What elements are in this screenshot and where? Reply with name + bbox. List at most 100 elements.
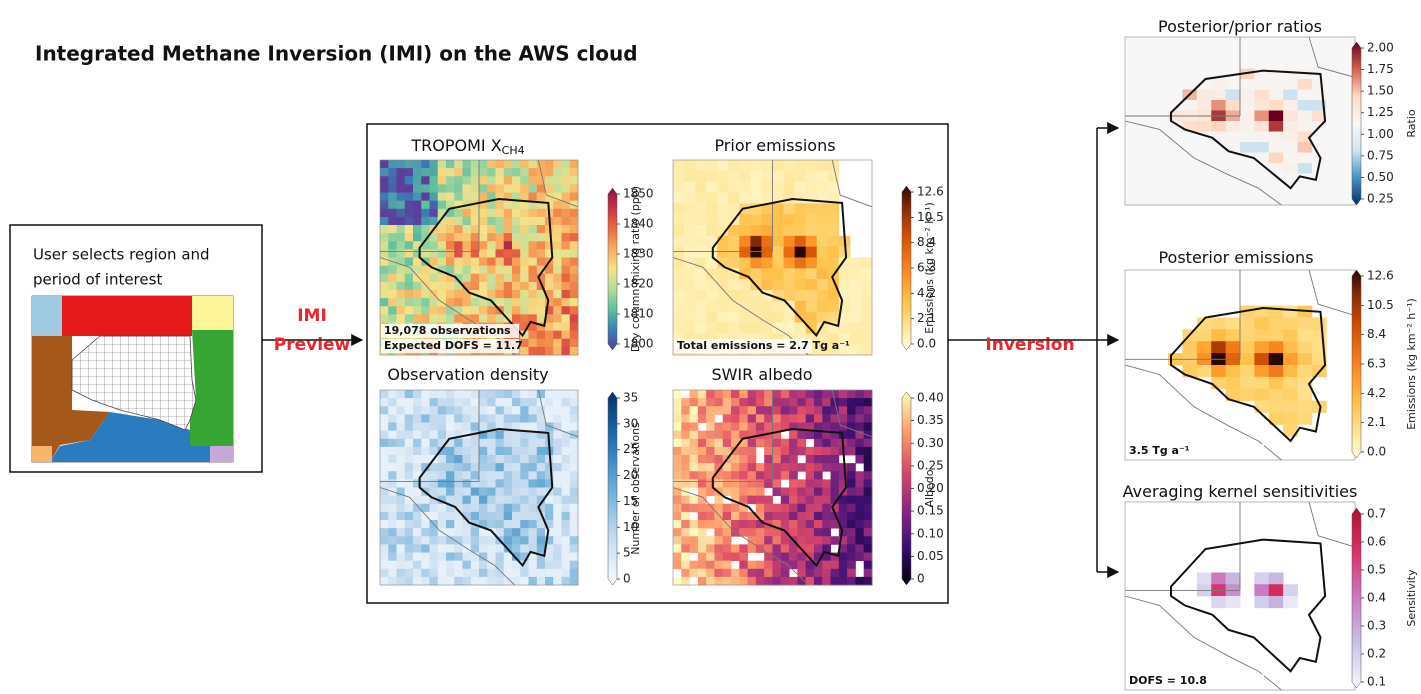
map-cell [380, 282, 389, 291]
map-cell [750, 225, 761, 236]
map-cell [421, 479, 430, 488]
map-cell [1125, 132, 1140, 143]
map-cell [1226, 377, 1241, 389]
map-cell [814, 488, 823, 497]
map-cell [496, 249, 505, 258]
map-cell [789, 512, 798, 521]
map-cell [806, 471, 815, 480]
map-cell [695, 203, 706, 214]
map-cell [673, 414, 682, 423]
map-cell [864, 536, 873, 545]
map-cell [822, 504, 831, 513]
map-cell [739, 258, 750, 269]
map-cell [421, 168, 430, 177]
map-cell [690, 479, 699, 488]
map-cell [864, 390, 873, 399]
map-cell [421, 439, 430, 448]
map-cell [723, 471, 732, 480]
map-cell [405, 528, 414, 537]
map-cell [739, 455, 748, 464]
map-cell [405, 176, 414, 185]
map-cell [380, 201, 389, 210]
map-cell [570, 258, 579, 267]
map-cell [773, 268, 784, 279]
map-cell [806, 171, 817, 182]
map-cell [864, 479, 873, 488]
map-cell [1283, 306, 1298, 318]
map-cell [537, 488, 546, 497]
map-cell [731, 455, 740, 464]
map-cell [520, 241, 529, 250]
map-cell [695, 193, 706, 204]
map-cell [681, 455, 690, 464]
map-cell [690, 544, 699, 553]
map-cell [454, 479, 463, 488]
map-cell [831, 488, 840, 497]
map-cell [421, 266, 430, 275]
map-cell [545, 274, 554, 283]
map-cell [1312, 90, 1327, 101]
map-cell [714, 431, 723, 440]
map-cell [1269, 121, 1284, 132]
map-cell [773, 512, 782, 521]
map-cell [731, 398, 740, 407]
map-cell [562, 504, 571, 513]
map-cell [1298, 90, 1313, 101]
map-cell [723, 488, 732, 497]
map-cell [430, 398, 439, 407]
map-cell [806, 431, 815, 440]
map-cell [397, 569, 406, 578]
map-cell [471, 569, 480, 578]
colorbar-label: Albedo [923, 469, 936, 507]
map-cell [487, 176, 496, 185]
map-cell [773, 488, 782, 497]
map-cell [487, 306, 496, 315]
map-cell [728, 258, 739, 269]
map-cell [512, 536, 521, 545]
map-cell [781, 471, 790, 480]
map-cell [504, 406, 513, 415]
map-cell [529, 496, 538, 505]
page-title: Integrated Methane Inversion (IMI) on th… [35, 42, 638, 66]
map-cell [673, 203, 684, 214]
map-cell [496, 479, 505, 488]
map-cell [438, 233, 447, 242]
map-cell [1139, 142, 1154, 153]
map-cell [471, 561, 480, 570]
map-cell [405, 520, 414, 529]
map-cell [1283, 37, 1298, 48]
map-cell [504, 160, 513, 169]
map-cell [731, 512, 740, 521]
map-cell [545, 463, 554, 472]
map-cell [545, 528, 554, 537]
map-cell [1168, 132, 1183, 143]
map-cell [405, 512, 414, 521]
map-cell [1254, 142, 1269, 153]
map-cell [731, 414, 740, 423]
map-cell [562, 176, 571, 185]
map-cell [1283, 69, 1298, 80]
map-cell [764, 471, 773, 480]
map-cell [673, 323, 684, 334]
map-cell [1183, 163, 1198, 174]
map-cell [1197, 573, 1212, 585]
colorbar-tick-label: 0.1 [1367, 675, 1386, 689]
colorbar-tick-label: 1.75 [1367, 62, 1394, 76]
map-cell [446, 455, 455, 464]
map-cell [1254, 318, 1269, 330]
map-cell [1283, 163, 1298, 174]
preview-label: IMI [297, 306, 327, 326]
map-cell [761, 258, 772, 269]
map-cell [1211, 121, 1226, 132]
map-cell [487, 414, 496, 423]
map-cell [479, 266, 488, 275]
map-cell [421, 390, 430, 399]
map-cell [438, 290, 447, 299]
map-cell [1183, 195, 1198, 206]
map-cell [773, 471, 782, 480]
map-cell [748, 471, 757, 480]
map-cell [1139, 90, 1154, 101]
map-cell [380, 184, 389, 193]
map-cell [1226, 184, 1241, 195]
map-cell [430, 544, 439, 553]
